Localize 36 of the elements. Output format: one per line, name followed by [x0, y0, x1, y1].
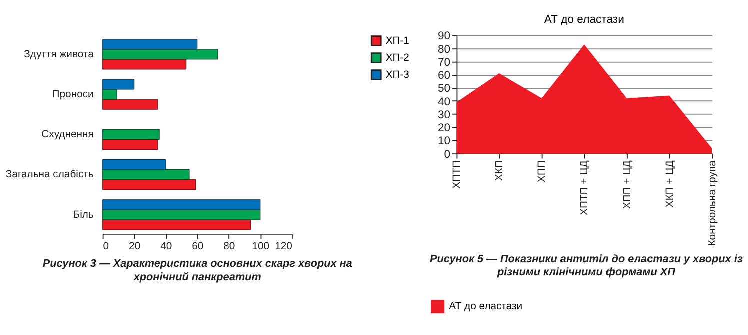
y-tick-label: 60 — [438, 70, 451, 82]
chart-title: АТ до еластази — [544, 14, 624, 26]
y-tick-label: 40 — [438, 96, 451, 108]
y-tick-label: Здуття живота — [24, 49, 94, 60]
x-tick-label: ХКП — [494, 160, 506, 182]
x-tick-label: 80 — [224, 242, 236, 253]
x-tick-label: ХКП + ЦД — [664, 160, 676, 208]
y-tick-label: Загальна слабість — [6, 170, 94, 181]
legend-label: ХП-2 — [386, 52, 410, 64]
x-tick-label: ХПТП + ЦД — [580, 160, 591, 216]
text: Рисунок 5 — Показники антитіл до еластази у хворих із різними клінічними формами ХП — [430, 253, 744, 279]
x-tick-label: Контрольна група — [707, 160, 718, 246]
legend-label: АТ до еластази — [449, 302, 523, 313]
x-tick-label: 20 — [129, 242, 141, 253]
x-tick-label: 120 — [275, 242, 293, 253]
y-tick-label: 0 — [444, 148, 451, 161]
y-tick-label: 80 — [438, 44, 451, 56]
y-tick-label: Схуднення — [42, 130, 94, 141]
x-tick-label: 60 — [192, 242, 204, 253]
text: Рисунок 3 — Характеристика основних скарг хворих на хронічний панкреатит — [42, 258, 352, 284]
y-tick-label: 70 — [438, 56, 451, 69]
x-tick-label: ХПП — [537, 160, 548, 183]
legend-label: ХП-3 — [386, 70, 410, 81]
x-tick-label: 100 — [252, 242, 270, 253]
y-tick-label: 50 — [438, 83, 451, 96]
y-tick-label: 30 — [438, 109, 451, 122]
y-tick-label: Біль — [73, 210, 94, 221]
y-tick-label: 90 — [438, 30, 451, 43]
y-tick-label: Проноси — [52, 89, 94, 100]
legend-label: ХП-1 — [386, 36, 410, 47]
x-tick-label: 40 — [160, 242, 172, 253]
x-tick-label: ХПП + ЦД — [622, 160, 634, 210]
x-tick-label: 0 — [103, 242, 110, 253]
x-tick-label: ХПТП — [452, 160, 464, 189]
y-tick-label: 20 — [438, 122, 451, 135]
y-tick-label: 10 — [438, 136, 451, 148]
